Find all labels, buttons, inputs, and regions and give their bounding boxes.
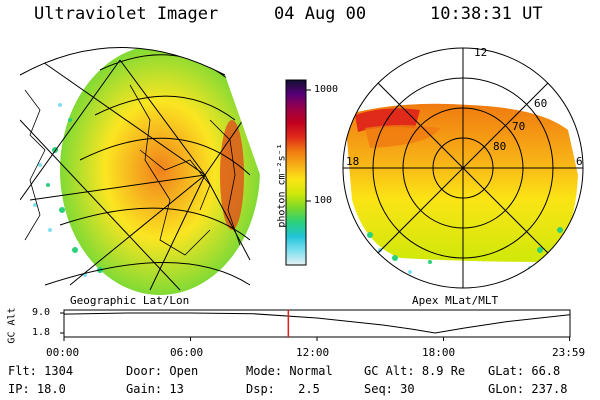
- instrument-title: Ultraviolet Imager: [34, 4, 219, 24]
- mlat-label-70: 70: [512, 120, 526, 133]
- mlat-label-60: 60: [534, 97, 548, 110]
- colorbar-fill: [285, 79, 307, 266]
- right-panel-caption: Apex MLat/MLT: [412, 294, 499, 307]
- left-image-outline: [19, 47, 226, 76]
- timeline-axis-label: GC Alt: [0, 304, 24, 348]
- status-flt: Flt: 1304: [8, 364, 74, 378]
- timeline-axis-label-text: GC Alt: [6, 307, 18, 344]
- polar-map: [342, 47, 584, 289]
- colorbar-tick-100: 100: [314, 195, 333, 206]
- status-dsp: Dsp: 2.5: [246, 382, 320, 396]
- timeline-xtick-0: 00:00: [46, 346, 80, 359]
- timeline-xtick-1: 06:00: [170, 346, 204, 359]
- timeline-ytick-top: 9.0: [32, 307, 51, 318]
- timeline-x-ticks: [63, 337, 571, 341]
- date-label: 04 Aug 00: [274, 4, 367, 24]
- timeline-xtick-2: 12:00: [296, 346, 330, 359]
- mlt-label-18: 18: [346, 155, 360, 168]
- time-label: 10:38:31 UT: [430, 4, 543, 24]
- status-glon: GLon: 237.8: [488, 382, 568, 396]
- status-glat: GLat: 66.8: [488, 364, 561, 378]
- status-gc-alt: GC Alt: 8.9 Re: [364, 364, 466, 378]
- auroral-emission-left: [60, 47, 260, 295]
- colorbar-tick-1000: 1000: [314, 84, 339, 95]
- mlat-label-80: 80: [493, 140, 507, 153]
- timeline-xtick-4: 23:59: [552, 346, 586, 359]
- timeline-xtick-3: 18:00: [422, 346, 456, 359]
- timeline-ytick-bottom: 1.8: [32, 327, 51, 338]
- status-seq: Seq: 30: [364, 382, 415, 396]
- mlt-label-6: 6: [576, 155, 583, 168]
- left-panel-caption: Geographic Lat/Lon: [70, 294, 190, 307]
- status-door: Door: Open: [126, 364, 199, 378]
- colorbar-unit-label: photon cm⁻²s⁻¹: [276, 143, 288, 228]
- status-gain: Gain: 13: [126, 382, 184, 396]
- status-mode: Mode: Normal: [246, 364, 333, 378]
- colorbar: [285, 79, 311, 266]
- status-ip: IP: 18.0: [8, 382, 66, 396]
- geographic-map: [20, 47, 260, 295]
- orbit-altitude-curve: [63, 312, 570, 334]
- altitude-timeline: [60, 309, 571, 341]
- mlt-label-12: 12: [474, 46, 488, 59]
